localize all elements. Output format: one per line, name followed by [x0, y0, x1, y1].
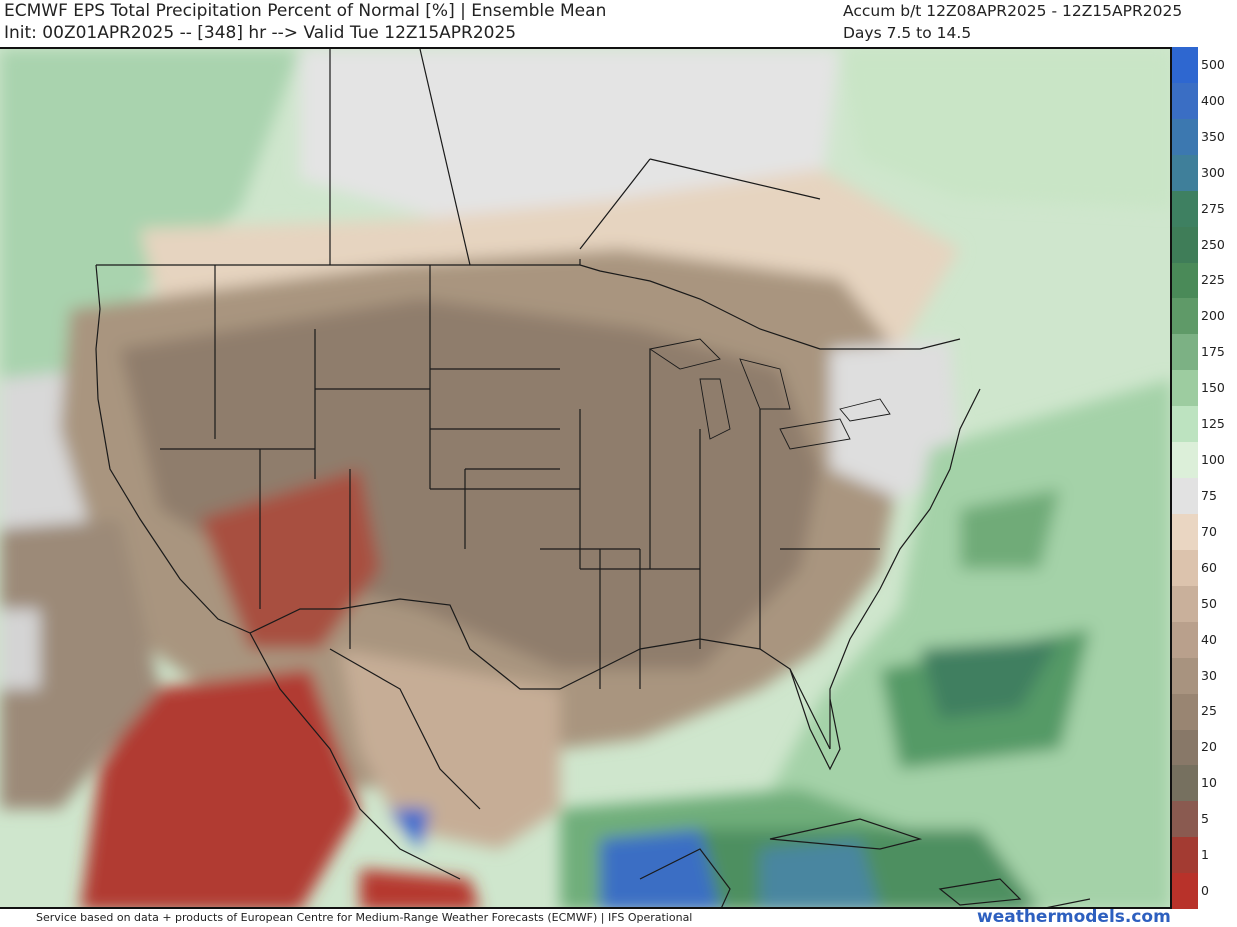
colorbar-label: 0 — [1201, 883, 1209, 899]
colorbar-label: 150 — [1201, 380, 1225, 396]
site-link[interactable]: weathermodels.com — [977, 907, 1171, 927]
precip-field — [0, 49, 1170, 907]
colorbar — [1172, 47, 1198, 910]
colorbar-label: 30 — [1201, 667, 1217, 683]
colorbar-swatch — [1172, 118, 1198, 155]
map-canvas — [0, 49, 1170, 907]
colorbar-label: 25 — [1201, 703, 1217, 719]
colorbar-swatch — [1172, 873, 1198, 910]
colorbar-label: 500 — [1201, 56, 1225, 72]
colorbar-swatch — [1172, 154, 1198, 191]
colorbar-swatch — [1172, 82, 1198, 119]
colorbar-swatch — [1172, 262, 1198, 299]
colorbar-swatch — [1172, 47, 1198, 83]
great-lakes — [648, 338, 891, 450]
colorbar-swatch — [1172, 442, 1198, 479]
colorbar-swatch — [1172, 190, 1198, 227]
map-title: ECMWF EPS Total Precipitation Percent of… — [4, 1, 607, 21]
colorbar-label: 75 — [1201, 487, 1217, 503]
colorbar-label: 200 — [1201, 308, 1225, 324]
init-valid-line: Init: 00Z01APR2025 -- [348] hr --> Valid… — [4, 23, 517, 43]
colorbar-swatch — [1172, 478, 1198, 514]
colorbar-label: 40 — [1201, 631, 1217, 647]
colorbar-swatch — [1172, 585, 1198, 622]
colorbar-swatch — [1172, 729, 1198, 766]
colorbar-swatch — [1172, 693, 1198, 730]
colorbar-swatch — [1172, 226, 1198, 263]
colorbar-label: 5 — [1201, 811, 1209, 827]
colorbar-label: 70 — [1201, 523, 1217, 539]
colorbar-swatch — [1172, 334, 1198, 371]
colorbar-swatch — [1172, 370, 1198, 407]
colorbar-swatch — [1172, 621, 1198, 658]
colorbar-label: 300 — [1201, 164, 1225, 180]
data-credit: Service based on data + products of Euro… — [36, 911, 693, 924]
colorbar-swatch — [1172, 801, 1198, 838]
colorbar-label: 50 — [1201, 595, 1217, 611]
colorbar-swatch — [1172, 298, 1198, 335]
borders — [95, 49, 1091, 907]
colorbar-label: 60 — [1201, 559, 1217, 575]
colorbar-label: 1 — [1201, 847, 1209, 863]
colorbar-label: 350 — [1201, 128, 1225, 144]
colorbar-label: 275 — [1201, 200, 1225, 216]
colorbar-swatch — [1172, 765, 1198, 802]
colorbar-swatch — [1172, 657, 1198, 694]
precipitation-map — [0, 47, 1172, 909]
colorbar-label: 250 — [1201, 236, 1225, 252]
colorbar-swatch — [1172, 513, 1198, 550]
colorbar-swatch — [1172, 549, 1198, 586]
colorbar-label: 400 — [1201, 92, 1225, 108]
colorbar-swatch — [1172, 837, 1198, 874]
accumulation-period: Accum b/t 12Z08APR2025 - 12Z15APR2025 — [843, 2, 1183, 20]
colorbar-label: 125 — [1201, 416, 1225, 432]
colorbar-swatch — [1172, 406, 1198, 443]
colorbar-label: 175 — [1201, 344, 1225, 360]
colorbar-label: 20 — [1201, 739, 1217, 755]
colorbar-label: 225 — [1201, 272, 1225, 288]
colorbar-label: 100 — [1201, 452, 1225, 468]
forecast-days: Days 7.5 to 14.5 — [843, 24, 972, 42]
colorbar-label: 10 — [1201, 775, 1217, 791]
